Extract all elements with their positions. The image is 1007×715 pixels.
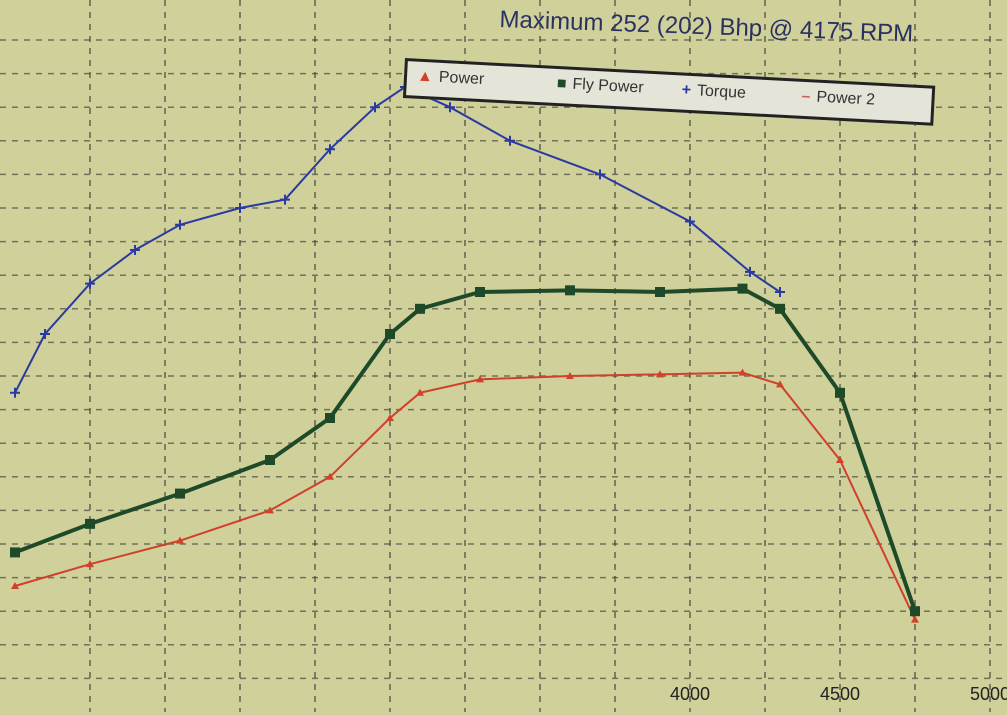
data-point	[775, 303, 785, 314]
legend-item-fly-power[interactable]: ■ Fly Power	[556, 74, 644, 97]
data-point	[11, 582, 19, 589]
data-point	[175, 219, 185, 230]
x-tick-label: 4000	[670, 684, 710, 704]
data-point	[745, 266, 755, 277]
series-lines	[10, 82, 920, 623]
x-tick-label: 4500	[820, 684, 860, 704]
data-point	[266, 506, 274, 514]
data-point	[326, 472, 334, 480]
x-tick-label: 5000	[970, 684, 1007, 704]
data-point	[738, 368, 747, 376]
legend-item-power-2[interactable]: – Power 2	[801, 87, 876, 109]
data-point	[175, 488, 185, 499]
data-point	[835, 387, 845, 398]
data-point	[386, 414, 394, 421]
dash-marker-icon: –	[801, 87, 811, 106]
data-point	[10, 387, 20, 398]
series-line-torque	[14, 85, 781, 394]
data-point	[445, 102, 455, 113]
legend-item-torque[interactable]: + Torque	[681, 81, 747, 102]
data-point	[776, 380, 784, 388]
data-point	[385, 329, 395, 339]
data-point	[280, 194, 290, 205]
data-point	[265, 455, 275, 465]
data-point	[40, 329, 50, 339]
data-point	[416, 388, 424, 396]
data-point	[476, 375, 484, 383]
plus-marker-icon: +	[681, 81, 692, 100]
data-point	[86, 560, 94, 568]
data-point	[85, 518, 95, 529]
data-point	[685, 216, 695, 227]
data-point	[505, 135, 515, 146]
data-point	[235, 203, 245, 213]
data-point	[836, 456, 844, 463]
series-line-power	[14, 371, 916, 621]
data-point	[565, 285, 575, 296]
data-point	[370, 102, 380, 113]
data-point	[737, 283, 748, 294]
data-point	[85, 278, 95, 289]
triangle-marker-icon: ▲	[416, 67, 434, 86]
data-point	[656, 370, 664, 378]
data-point	[775, 287, 785, 297]
data-point	[566, 372, 574, 379]
data-point	[911, 615, 919, 623]
data-point	[475, 287, 485, 297]
data-point	[415, 303, 425, 314]
data-point	[325, 413, 335, 423]
legend-item-power[interactable]: ▲ Power	[416, 67, 485, 89]
data-point	[910, 606, 920, 617]
series-line-fly-power	[14, 286, 917, 612]
data-point	[10, 547, 20, 558]
data-point	[595, 169, 605, 180]
data-point	[130, 245, 140, 255]
data-point	[655, 287, 665, 297]
x-tick-labels: 4000 4500 5000	[670, 684, 1007, 704]
square-marker-icon: ■	[556, 74, 567, 93]
data-point	[176, 536, 184, 544]
data-point	[325, 144, 335, 155]
